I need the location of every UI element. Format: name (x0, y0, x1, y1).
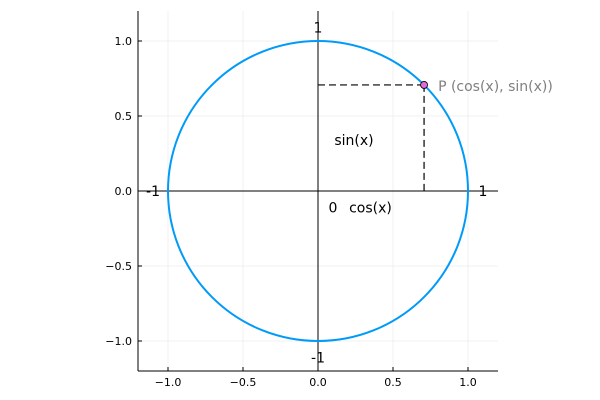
x-axis-ticks: −1.0 −0.5 0.0 0.5 1.0 (155, 367, 477, 389)
y-tick-label-2: 0.0 (115, 185, 133, 198)
annotation-2: -1 (146, 184, 160, 200)
x-tick-label-2: 0.0 (309, 376, 327, 389)
x-tick-label-1: −0.5 (230, 376, 257, 389)
series-group (167, 40, 469, 342)
dashed-guide-lines (318, 84, 425, 191)
point-p-marker (420, 81, 428, 89)
point-p-label: P (cos(x), sin(x)) (438, 79, 553, 95)
annotation-4: 0 (329, 201, 338, 217)
y-tick-label-4: 1.0 (115, 35, 133, 48)
x-tick-label-4: 1.0 (459, 376, 477, 389)
annotations: 1 -1 -1 1 0 cos(x) sin(x) (146, 21, 487, 367)
y-tick-label-1: −0.5 (105, 260, 132, 273)
annotation-3: 1 (479, 184, 488, 200)
y-tick-label-3: 0.5 (115, 110, 133, 123)
annotation-5: cos(x) (349, 201, 392, 217)
annotation-6: sin(x) (334, 133, 373, 149)
unit-circle-series-0 (167, 40, 469, 342)
y-axis-ticks: −1.0 −0.5 0.0 0.5 1.0 (105, 35, 142, 348)
x-tick-label-3: 0.5 (384, 376, 402, 389)
annotation-0: 1 (314, 21, 323, 37)
x-tick-label-0: −1.0 (155, 376, 182, 389)
zero-axes (138, 11, 498, 371)
point-group: P (cos(x), sin(x)) (420, 79, 553, 95)
annotation-1: -1 (311, 351, 325, 367)
y-tick-label-0: −1.0 (105, 335, 132, 348)
